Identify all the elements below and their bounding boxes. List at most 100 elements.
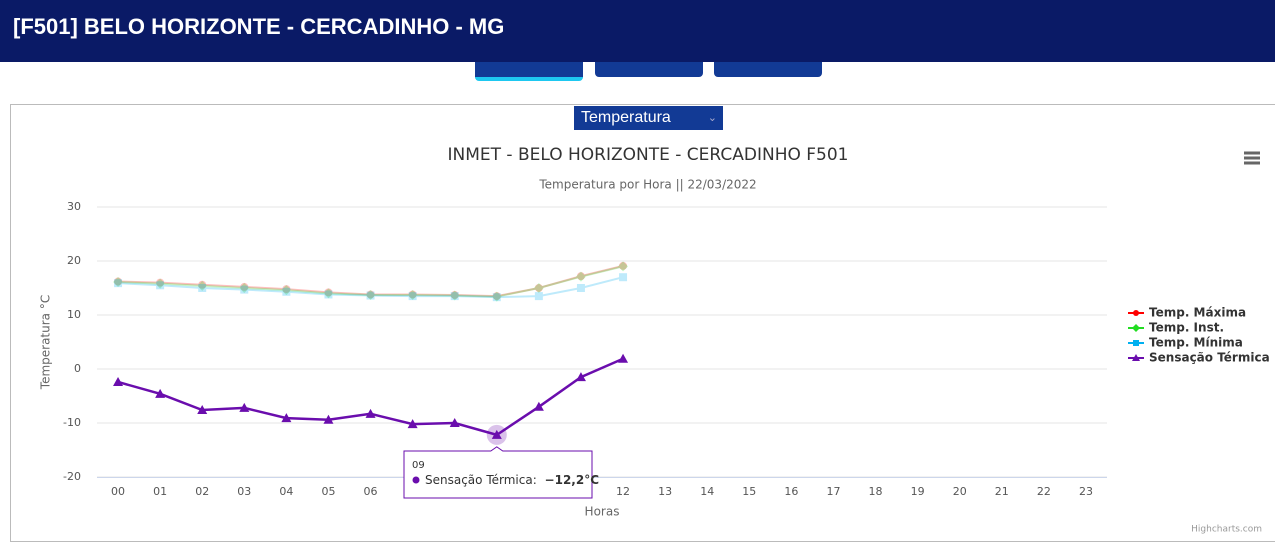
tooltip-header: 09 xyxy=(412,460,425,471)
point xyxy=(324,290,333,299)
x-tick-label: 19 xyxy=(911,485,925,498)
point xyxy=(198,280,207,289)
line xyxy=(117,276,624,299)
variable-select[interactable]: Temperatura ⌄ xyxy=(574,106,723,130)
x-tick-label: 23 xyxy=(1079,485,1093,498)
menu-icon[interactable] xyxy=(1244,151,1260,165)
point xyxy=(576,284,585,292)
x-tick-label: 14 xyxy=(700,485,714,498)
point xyxy=(492,292,501,301)
legend-label: Temp. Inst. xyxy=(1149,321,1224,335)
point xyxy=(618,353,629,363)
point xyxy=(240,282,249,291)
point xyxy=(365,290,376,301)
point xyxy=(281,285,292,296)
point xyxy=(619,261,628,270)
point xyxy=(491,429,502,439)
x-tick-label: 22 xyxy=(1037,485,1051,498)
point xyxy=(240,285,249,294)
point xyxy=(114,279,123,288)
y-tick-label: 20 xyxy=(67,254,81,267)
point xyxy=(323,414,334,424)
point xyxy=(282,287,291,296)
tooltip-text: Sensação Térmica: −12,2°C xyxy=(425,473,599,487)
header: [F501] BELO HORIZONTE - CERCADINHO - MG xyxy=(0,0,1275,62)
series xyxy=(113,261,629,302)
x-tick-label: 12 xyxy=(616,485,630,498)
x-tick-label: 05 xyxy=(321,485,335,498)
x-tick-label: 00 xyxy=(111,485,125,498)
y-tick-label: -20 xyxy=(63,470,81,483)
credits[interactable]: Highcharts.com xyxy=(1191,525,1262,535)
series xyxy=(114,261,628,301)
point xyxy=(407,419,418,429)
tooltip-label: Sensação Térmica: xyxy=(425,473,541,487)
line xyxy=(118,264,624,298)
x-tick-label: 18 xyxy=(869,485,883,498)
point xyxy=(408,290,417,299)
point xyxy=(449,290,460,301)
point xyxy=(533,401,544,411)
point xyxy=(365,408,376,418)
x-tick-label: 20 xyxy=(953,485,967,498)
point xyxy=(114,277,123,286)
point xyxy=(450,291,459,300)
point xyxy=(197,405,208,415)
point xyxy=(366,290,375,299)
tooltip-value: −12,2°C xyxy=(545,473,600,487)
point xyxy=(155,388,166,398)
point xyxy=(534,284,543,292)
page-title: [F501] BELO HORIZONTE - CERCADINHO - MG xyxy=(13,14,505,39)
x-tick-label: 01 xyxy=(153,485,167,498)
point xyxy=(575,271,586,282)
point xyxy=(534,292,543,301)
x-tick-label: 16 xyxy=(784,485,798,498)
point xyxy=(366,291,375,300)
point xyxy=(450,292,459,301)
legend-label: Sensação Térmica xyxy=(1149,351,1270,365)
point xyxy=(449,418,460,427)
point xyxy=(156,281,165,290)
point xyxy=(407,290,418,301)
tooltip-dot xyxy=(412,476,420,484)
x-tick-label: 06 xyxy=(364,485,378,498)
point xyxy=(239,402,250,412)
series xyxy=(114,273,628,302)
x-tick-label: 03 xyxy=(237,485,251,498)
line xyxy=(118,265,624,298)
point xyxy=(323,288,334,299)
y-tick-label: 0 xyxy=(74,362,81,375)
chart-title: INMET - BELO HORIZONTE - CERCADINHO F501 xyxy=(447,145,848,165)
point xyxy=(408,292,417,301)
point xyxy=(239,283,250,293)
y-tick-label: 10 xyxy=(67,308,81,321)
point xyxy=(576,272,585,281)
point xyxy=(1132,324,1140,332)
chart-container xyxy=(10,104,1275,542)
point xyxy=(197,280,208,291)
y-tick-label: -10 xyxy=(63,416,81,429)
legend-label: Temp. Mínima xyxy=(1149,336,1243,350)
x-tick-label: 04 xyxy=(279,485,293,498)
series xyxy=(113,353,629,439)
point xyxy=(618,261,629,272)
x-tick-label: 15 xyxy=(742,485,756,498)
x-tick-label: 13 xyxy=(658,485,672,498)
point xyxy=(113,376,124,386)
legend-label: Temp. Máxima xyxy=(1149,306,1246,320)
point xyxy=(1132,354,1140,361)
point xyxy=(575,372,586,382)
point xyxy=(491,291,502,302)
point xyxy=(619,273,628,282)
y-axis-title: Temperatura °C xyxy=(39,295,53,390)
point xyxy=(533,283,544,293)
chart-subtitle: Temperatura por Hora || 22/03/2022 xyxy=(538,178,756,192)
x-tick-label: 21 xyxy=(995,485,1009,498)
hover-halo xyxy=(486,424,507,445)
point xyxy=(156,278,165,287)
point xyxy=(282,285,291,294)
point xyxy=(113,277,124,288)
